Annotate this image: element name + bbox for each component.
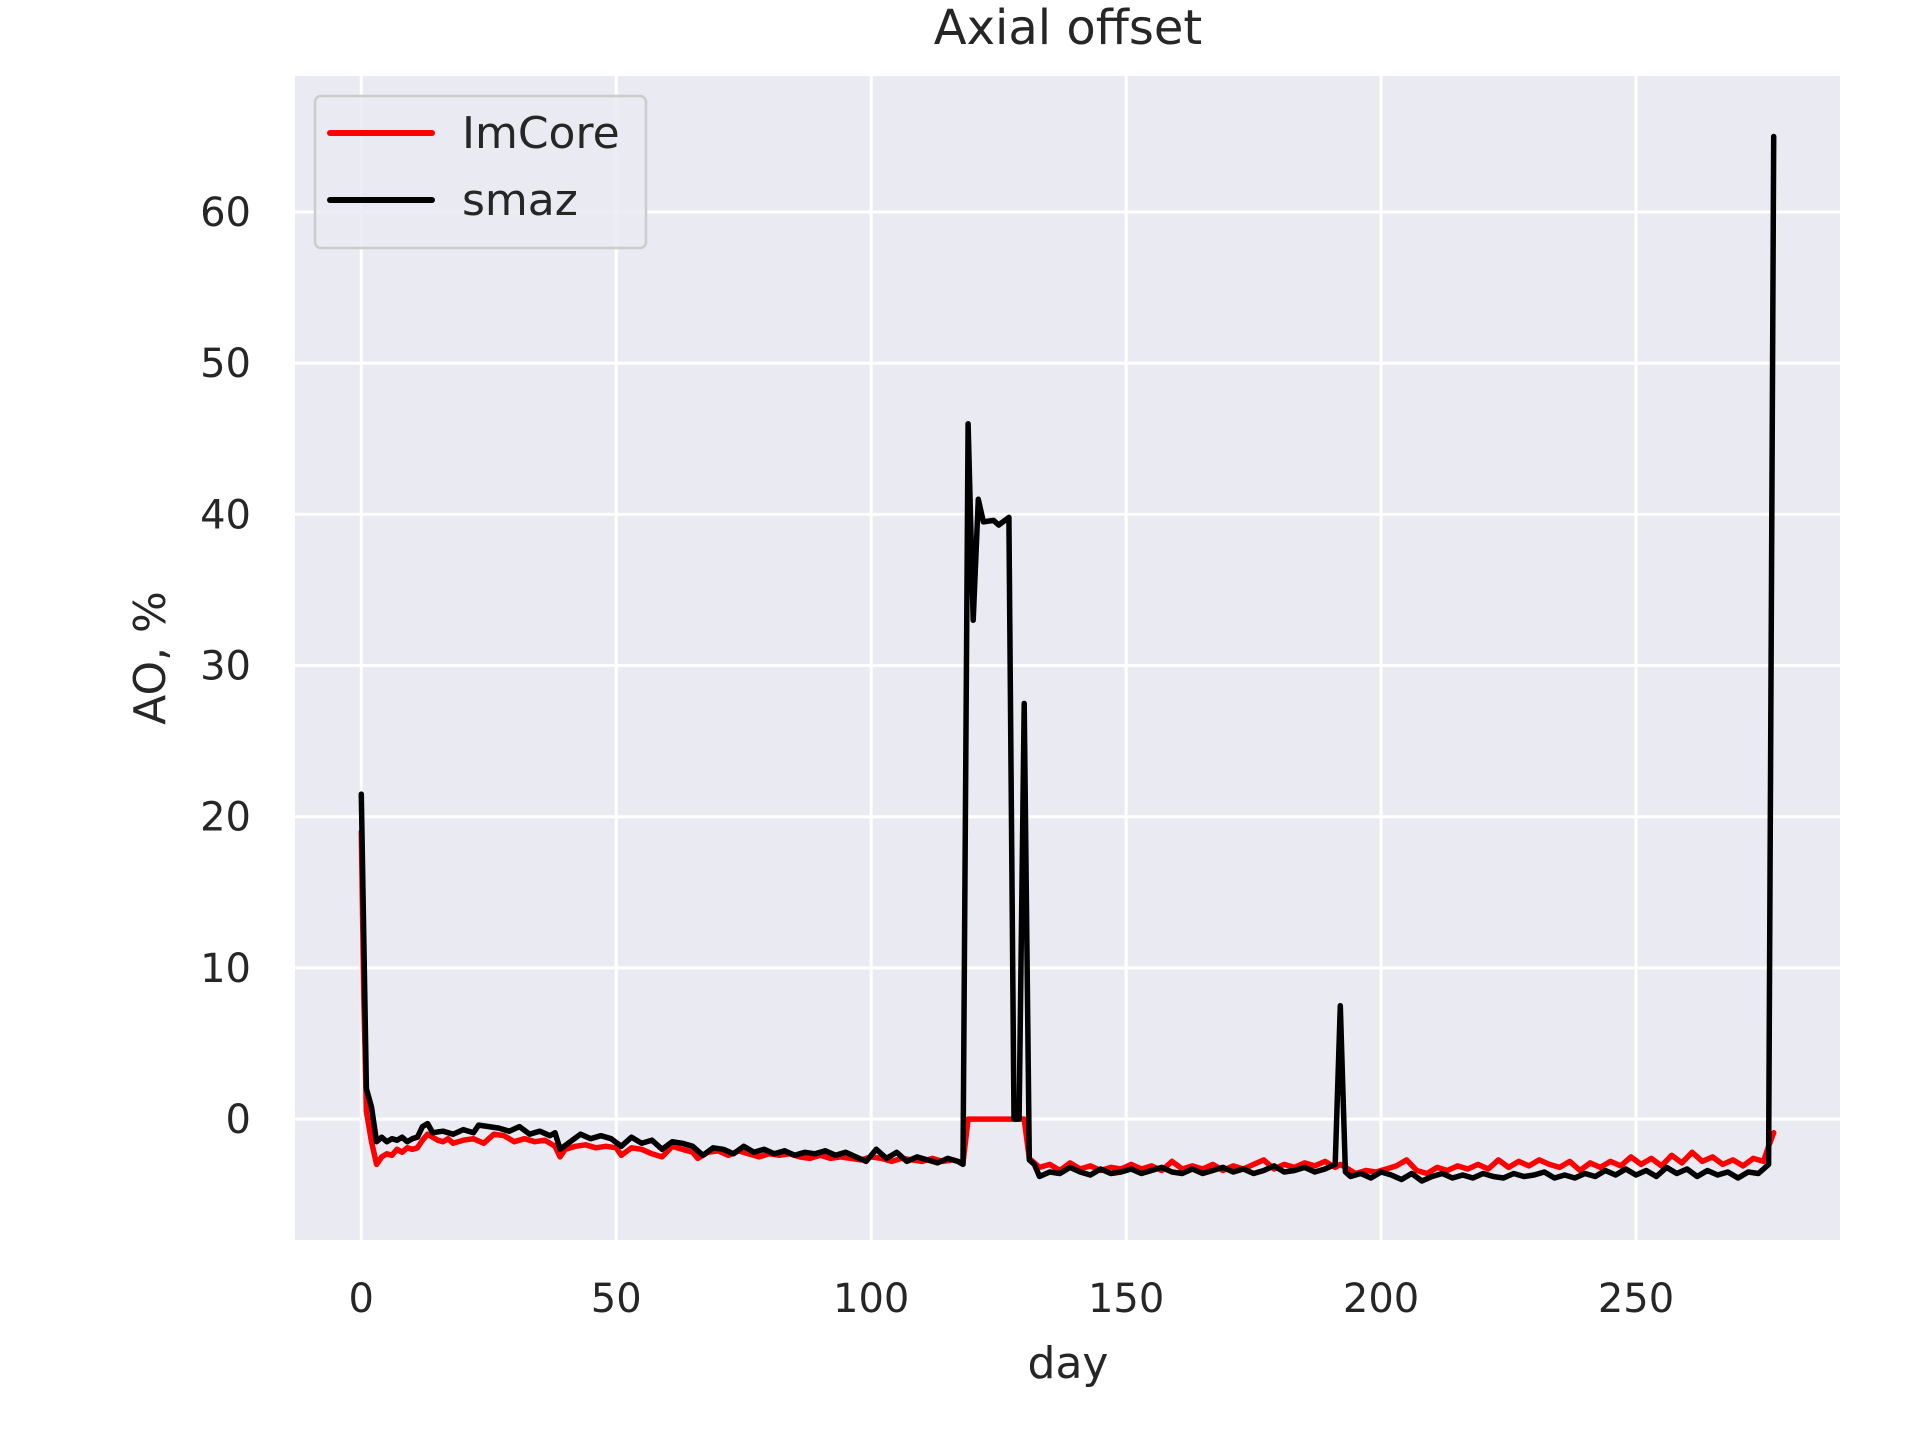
x-tick-labels: 0 50 100 150 200 250 <box>349 1276 1675 1322</box>
y-tick-label: 60 <box>200 190 251 236</box>
y-tick-label: 10 <box>200 946 251 992</box>
legend: ImCore smaz <box>313 94 648 250</box>
x-tick-label: 150 <box>1088 1276 1164 1322</box>
y-tick-label: 40 <box>200 492 251 538</box>
y-tick-label: 20 <box>200 795 251 841</box>
series-line-smaz <box>358 133 1777 1184</box>
chart-title: Axial offset <box>934 0 1202 56</box>
y-tick-label: 50 <box>200 341 251 387</box>
x-tick-label: 50 <box>591 1276 642 1322</box>
plot-background <box>295 76 1840 1240</box>
y-axis-label: AO, % <box>125 591 176 725</box>
x-tick-label: 200 <box>1343 1276 1419 1322</box>
y-tick-label: 30 <box>200 644 251 690</box>
x-tick-label: 0 <box>349 1276 374 1322</box>
x-tick-label: 250 <box>1598 1276 1674 1322</box>
x-axis-label: day <box>1028 1338 1109 1389</box>
x-tick-label: 100 <box>833 1276 909 1322</box>
series-layer <box>358 133 1777 1184</box>
grid-lines <box>295 76 1840 1240</box>
y-tick-labels: 0 10 20 30 40 50 60 <box>200 190 251 1143</box>
legend-label-smaz: smaz <box>462 175 578 226</box>
legend-label-imcore: ImCore <box>462 108 620 159</box>
y-tick-label: 0 <box>226 1097 251 1143</box>
